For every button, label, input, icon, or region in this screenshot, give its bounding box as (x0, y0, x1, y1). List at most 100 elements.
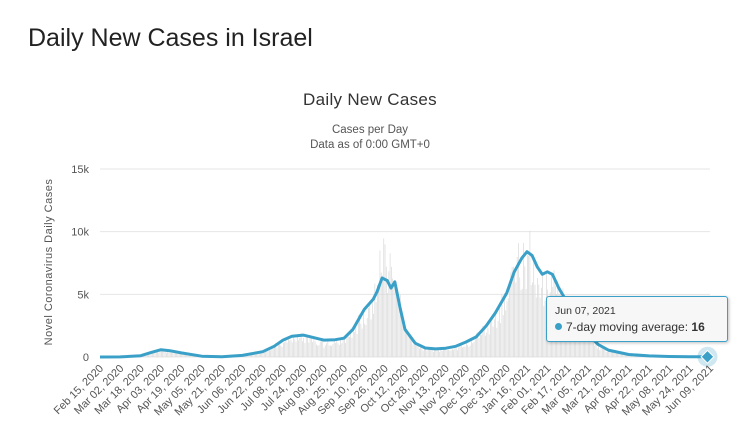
daily-bar (473, 341, 475, 357)
daily-bar (187, 354, 189, 357)
daily-bar (463, 346, 465, 357)
chart-tooltip: Jun 07, 2021 7-day moving average: 16 (546, 296, 728, 342)
daily-bar (407, 334, 409, 357)
daily-bar (322, 340, 324, 357)
daily-bar (365, 325, 367, 357)
daily-bar (399, 294, 401, 357)
daily-bar (253, 354, 255, 357)
daily-bar (163, 349, 165, 357)
y-axis-ticks: 0 5k 10k 15k (71, 164, 89, 364)
daily-bar (614, 352, 616, 357)
daily-bar (450, 350, 452, 357)
daily-bar (543, 306, 545, 357)
daily-bar (296, 336, 298, 357)
daily-bar (373, 313, 374, 357)
daily-bar (488, 334, 490, 357)
daily-bar (411, 339, 413, 357)
daily-bar (258, 352, 260, 357)
daily-bar (469, 345, 471, 357)
daily-bar (392, 278, 393, 357)
y-tick-label: 15k (71, 164, 89, 176)
daily-bar (299, 337, 301, 357)
page-title: Daily New Cases in Israel (28, 24, 313, 52)
daily-bar (471, 337, 472, 357)
daily-bar (167, 349, 169, 357)
daily-bar (528, 255, 529, 357)
daily-bar (314, 341, 316, 357)
daily-bar (355, 327, 357, 357)
moving-average-line[interactable] (99, 250, 718, 367)
daily-bar (266, 348, 268, 357)
daily-bar (368, 308, 369, 357)
daily-bar (430, 348, 432, 357)
daily-bar (338, 344, 340, 357)
daily-bar (577, 332, 579, 357)
daily-bar (458, 347, 460, 357)
y-axis-label: Novel Coronavirus Daily Cases (43, 179, 55, 346)
daily-bar (412, 344, 414, 357)
daily-bar (482, 326, 484, 357)
daily-bar (398, 298, 400, 357)
daily-bar (585, 339, 587, 357)
daily-bar (349, 336, 350, 357)
daily-bar (608, 349, 610, 357)
daily-bar (431, 349, 433, 357)
daily-bar (514, 275, 515, 357)
daily-bar (172, 351, 174, 357)
daily-bar (162, 348, 163, 357)
daily-bar (403, 327, 405, 357)
daily-bar (332, 344, 334, 357)
daily-bar (185, 353, 186, 357)
daily-bar (257, 352, 259, 357)
daily-bar (533, 262, 535, 357)
daily-bar (180, 352, 181, 357)
daily-bar (406, 329, 407, 357)
daily-bar (493, 319, 495, 357)
daily-bar (487, 327, 489, 357)
daily-bar (524, 266, 526, 357)
hover-marker[interactable] (700, 349, 715, 364)
daily-bar (501, 294, 503, 357)
daily-bar (538, 284, 540, 357)
daily-bar (317, 345, 319, 357)
daily-bar (262, 352, 264, 357)
daily-bar (168, 352, 170, 357)
daily-bar (177, 353, 179, 357)
daily-bar (496, 327, 498, 357)
daily-bar (497, 320, 499, 357)
daily-bar (584, 338, 585, 357)
daily-bar (591, 338, 593, 357)
daily-bar (499, 302, 500, 357)
daily-bar (344, 336, 345, 357)
daily-bar (477, 332, 479, 357)
daily-bar (263, 350, 265, 357)
daily-bar (607, 352, 608, 357)
daily-bar (604, 348, 606, 357)
daily-bar (492, 326, 494, 357)
daily-bar (309, 335, 311, 357)
daily-bar (617, 351, 618, 357)
daily-bar (304, 343, 306, 357)
daily-bar (598, 345, 599, 357)
daily-bar (483, 329, 485, 357)
daily-bar (356, 333, 358, 357)
daily-bar (455, 348, 457, 357)
daily-bar (518, 243, 519, 357)
daily-bar (435, 350, 437, 357)
moving-average-path[interactable] (99, 250, 708, 359)
daily-bar (485, 335, 486, 357)
daily-bar (570, 327, 571, 357)
daily-bar (509, 287, 510, 357)
daily-bar (281, 346, 283, 357)
daily-bar (384, 244, 386, 357)
daily-bar (380, 272, 382, 357)
tooltip-row: 7-day moving average: 16 (555, 320, 705, 334)
daily-bar (467, 345, 468, 357)
daily-bar (603, 348, 604, 357)
daily-bar (288, 337, 289, 357)
daily-bar (440, 347, 442, 357)
daily-bar (289, 340, 291, 357)
daily-bar (502, 315, 504, 357)
daily-bar (305, 335, 307, 357)
